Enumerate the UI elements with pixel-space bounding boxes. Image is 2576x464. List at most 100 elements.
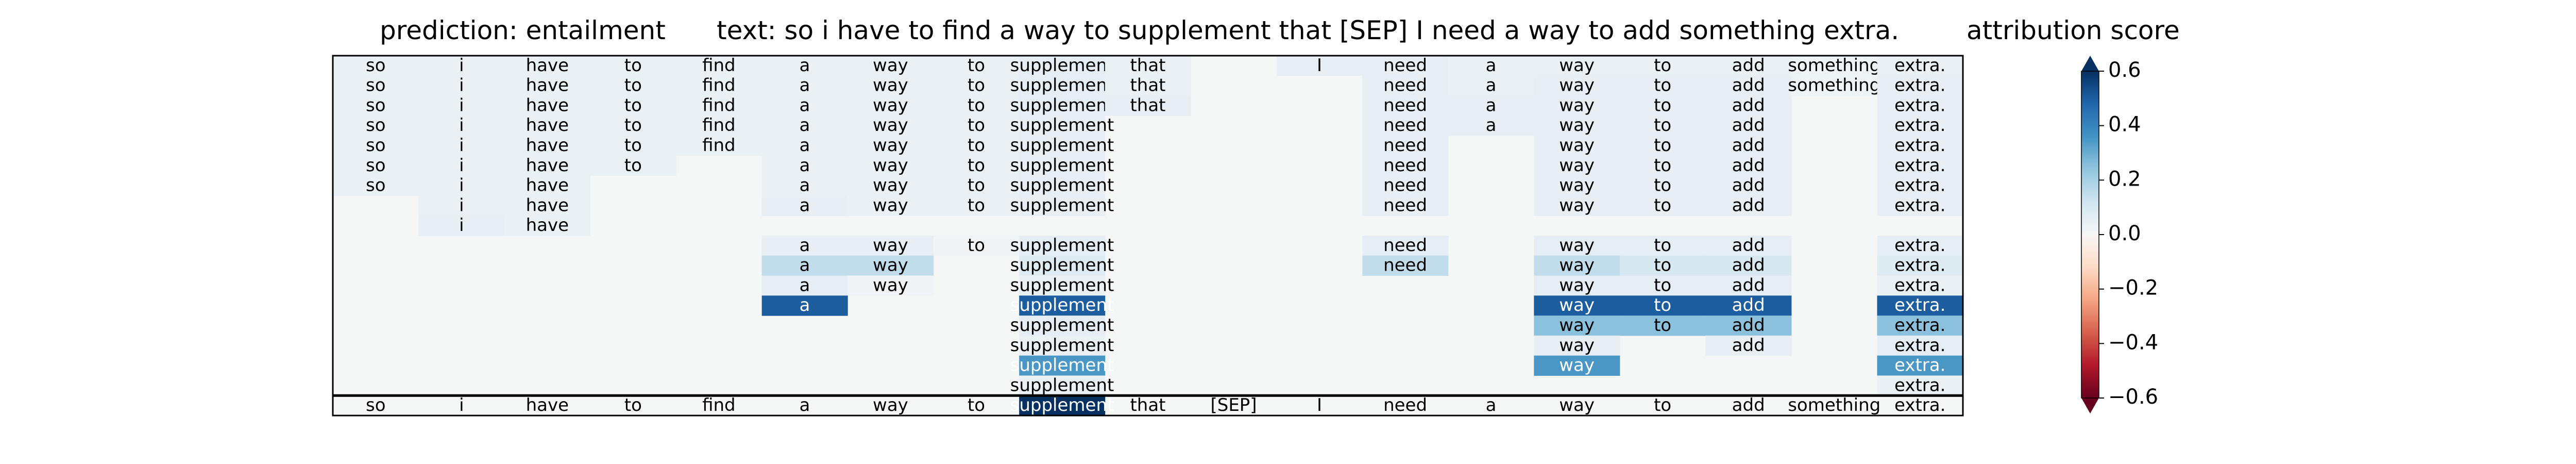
heatmap-cell — [1105, 95, 1191, 116]
heatmap-cell — [1534, 275, 1620, 296]
heatmap-cell — [1534, 115, 1620, 136]
heatmap-cell — [590, 75, 676, 96]
heatmap-token-label: find — [702, 75, 736, 96]
heatmap-token-label: extra. — [1894, 335, 1945, 356]
heatmap-token-label: to — [968, 175, 985, 196]
heatmap-token-label: something — [1788, 75, 1880, 96]
heatmap-cell — [1362, 115, 1449, 136]
heatmap-token-label: a — [799, 115, 810, 136]
heatmap-cell — [504, 95, 591, 116]
heatmap-token-label: need — [1383, 195, 1427, 216]
heatmap-token-label: extra. — [1894, 315, 1945, 336]
input-token-label: extra. — [1894, 395, 1945, 416]
heatmap-token-label: so — [366, 135, 386, 156]
colorbar-max-extend — [2081, 56, 2099, 71]
heatmap-cell — [1448, 95, 1534, 116]
heatmap-cell — [1448, 56, 1534, 76]
heatmap-cell — [1019, 115, 1106, 136]
heatmap-cell — [1362, 75, 1449, 96]
heatmap-token-label: that — [1130, 55, 1165, 76]
heatmap-token-label: supplement — [1010, 355, 1114, 376]
heatmap-token-label: a — [1486, 75, 1497, 96]
heatmap-token-label: add — [1732, 255, 1765, 276]
heatmap-token-label: supplement — [1010, 275, 1114, 295]
heatmap-token-label: a — [1486, 55, 1497, 76]
heatmap-cell — [1705, 255, 1792, 276]
heatmap-cell — [1705, 136, 1792, 156]
heatmap-cell — [1619, 255, 1706, 276]
heatmap-token-label: have — [526, 115, 569, 136]
heatmap-cell — [1105, 75, 1191, 96]
heatmap-token-label: so — [366, 75, 386, 96]
heatmap-cell — [1705, 155, 1792, 176]
heatmap-cell — [418, 175, 505, 196]
heatmap-cell — [418, 136, 505, 156]
heatmap-cell — [418, 75, 505, 96]
heatmap-cell — [333, 115, 419, 136]
heatmap-token-label: add — [1732, 295, 1765, 316]
heatmap-cell — [1534, 136, 1620, 156]
heatmap-token-label: i — [459, 115, 464, 136]
heatmap-token-label: supplement — [1010, 155, 1114, 176]
heatmap-token-label: to — [1654, 195, 1671, 216]
heatmap-token-label: to — [1654, 115, 1671, 136]
heatmap-token-label: supplement — [1010, 55, 1114, 76]
heatmap-token-label: way — [873, 75, 908, 96]
heatmap-token-label: a — [799, 295, 810, 316]
heatmap-cell — [1534, 75, 1620, 96]
heatmap-cell — [1362, 195, 1449, 216]
heatmap-cell — [1362, 175, 1449, 196]
input-token-label: that — [1130, 395, 1165, 416]
heatmap-cell — [1534, 355, 1620, 376]
heatmap-token-label: to — [968, 95, 985, 115]
heatmap-token-label: have — [526, 55, 569, 76]
title-text: text: so i have to find a way to supplem… — [717, 15, 1899, 45]
heatmap-cell — [333, 95, 419, 116]
heatmap-token-label: find — [702, 115, 736, 136]
heatmap-token-label: to — [968, 55, 985, 76]
heatmap-token-label: way — [1559, 75, 1595, 96]
heatmap-token-label: way — [1559, 55, 1595, 76]
heatmap-token-label: a — [799, 55, 810, 76]
heatmap-token-label: add — [1732, 115, 1765, 136]
heatmap-cell — [504, 136, 591, 156]
heatmap-token-label: a — [799, 275, 810, 295]
heatmap-cell — [590, 115, 676, 136]
heatmap-token-label: i — [459, 155, 464, 176]
heatmap-token-label: a — [799, 75, 810, 96]
input-token-label: way — [1559, 395, 1595, 416]
heatmap-token-label: add — [1732, 135, 1765, 156]
heatmap-token-label: to — [1654, 95, 1671, 115]
heatmap-cell — [504, 155, 591, 176]
heatmap-cell — [1019, 236, 1106, 256]
heatmap-token-label: extra. — [1894, 355, 1945, 376]
heatmap-token-label: need — [1383, 255, 1427, 276]
heatmap-token-label: add — [1732, 235, 1765, 256]
input-token-label: to — [968, 395, 985, 416]
heatmap-token-label: way — [1559, 335, 1595, 356]
title-attribution-score: attribution score — [1967, 15, 2180, 45]
heatmap-cell — [761, 255, 848, 276]
heatmap-token-label: i — [459, 95, 464, 115]
input-token-label: a — [799, 395, 810, 416]
heatmap-cell — [848, 175, 934, 196]
heatmap-token-label: way — [1559, 195, 1595, 216]
heatmap-cell — [504, 216, 591, 236]
heatmap-token-label: supplement — [1010, 255, 1114, 276]
heatmap-token-label: extra. — [1894, 135, 1945, 156]
heatmap-cell — [1019, 355, 1106, 376]
heatmap-cell — [1791, 75, 1877, 96]
heatmap-token-label: i — [459, 75, 464, 96]
heatmap-token-label: need — [1383, 75, 1427, 96]
heatmap-cell — [504, 115, 591, 136]
heatmap-token-label: add — [1732, 335, 1765, 356]
heatmap-token-label: way — [873, 275, 908, 295]
heatmap-cell — [761, 275, 848, 296]
colorbar-tick-label: 0.6 — [2108, 58, 2141, 82]
input-token-label: have — [526, 395, 569, 416]
heatmap-cell — [418, 155, 505, 176]
heatmap-token-label: supplement — [1010, 75, 1114, 96]
heatmap-token-label: way — [873, 255, 908, 276]
heatmap-token-label: to — [1654, 315, 1671, 336]
heatmap-cell — [1705, 295, 1792, 316]
